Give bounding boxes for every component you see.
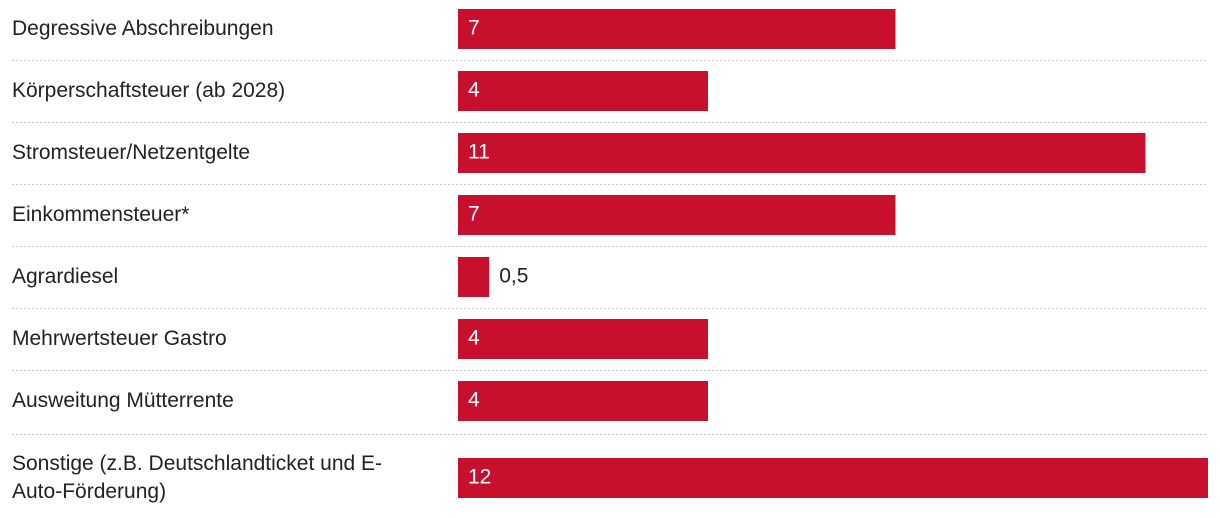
value-labels: 7 4 11 7 0,5 4 4 12 — [468, 17, 528, 489]
value-label: 4 — [468, 79, 480, 102]
value-label: 7 — [468, 17, 480, 40]
value-label: 11 — [468, 141, 490, 164]
category-label: Sonstige (z.B. Deutschlandticket und E-A… — [12, 452, 382, 503]
category-label: Einkommensteuer* — [12, 203, 189, 226]
row-separators — [12, 60, 1208, 435]
value-label: 7 — [468, 203, 480, 226]
bar — [458, 9, 896, 49]
value-label: 4 — [468, 389, 480, 412]
bars — [458, 9, 1208, 498]
bar — [458, 381, 708, 421]
bar — [458, 458, 1208, 498]
category-label: Stromsteuer/Netzentgelte — [12, 141, 250, 164]
category-label: Degressive Abschreibungen — [12, 17, 274, 40]
value-label: 4 — [468, 327, 480, 350]
category-label: Körperschaftsteuer (ab 2028) — [12, 79, 285, 102]
category-label: Agrardiesel — [12, 265, 118, 288]
bar — [458, 319, 708, 359]
bar — [458, 195, 896, 235]
value-label: 12 — [468, 466, 491, 489]
bar — [458, 71, 708, 111]
bar — [458, 257, 490, 297]
bar — [458, 133, 1146, 173]
category-label: Mehrwertsteuer Gastro — [12, 327, 227, 350]
value-label: 0,5 — [499, 265, 528, 288]
category-label: Ausweitung Mütterrente — [12, 389, 234, 412]
category-labels: Degressive Abschreibungen Körperschaftste… — [12, 17, 382, 503]
